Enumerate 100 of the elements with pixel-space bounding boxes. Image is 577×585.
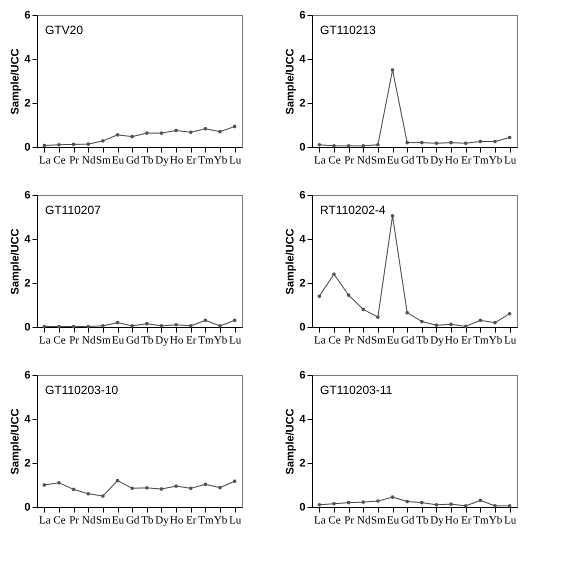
x-tick-label: Ce [53, 514, 66, 526]
point [174, 323, 178, 327]
y-tick-label: 0 [299, 142, 306, 154]
x-tick-label: Ho [170, 334, 184, 346]
x-tick-label: Ho [444, 154, 459, 166]
point [72, 142, 76, 146]
point [232, 318, 236, 322]
y-axis-title: Sample/UCC [9, 228, 22, 295]
y-axis-title: Sample/UCC [284, 228, 296, 295]
x-tick-label: Gd [126, 514, 140, 526]
x-tick-label: Tm [473, 154, 489, 166]
x-tick-label: Eu [112, 334, 125, 346]
point [232, 124, 236, 128]
x-tick-label: Ce [328, 514, 341, 526]
x-tick-label: Sm [96, 334, 112, 346]
point [405, 140, 409, 144]
point [145, 486, 149, 490]
y-tick-label: 6 [24, 370, 30, 382]
y-tick-label: 2 [299, 278, 306, 290]
point [218, 130, 222, 134]
point [405, 310, 409, 314]
y-tick-label: 4 [24, 414, 32, 426]
x-tick-label: Pr [69, 154, 80, 166]
x-tick-label: Tm [473, 514, 489, 526]
y-tick-label: 2 [24, 458, 30, 470]
x-tick-label: Ho [444, 334, 459, 346]
point [434, 142, 438, 145]
x-tick-label: Tm [198, 514, 214, 526]
x-tick-label: Lu [229, 334, 242, 346]
point [493, 320, 497, 324]
point [160, 487, 164, 491]
point [434, 324, 438, 327]
x-tick-label: Lu [504, 334, 517, 346]
x-tick-label: Er [461, 514, 472, 526]
y-tick-label: 6 [24, 190, 30, 202]
text: GT110207 [45, 203, 102, 217]
point [449, 322, 453, 326]
point [346, 293, 350, 297]
point [42, 483, 46, 487]
x-tick-label: Yb [488, 154, 503, 166]
point [218, 486, 222, 490]
x-tick-label: Sm [96, 514, 112, 526]
point [101, 139, 105, 143]
x-tick-label: Tb [416, 514, 429, 526]
point [130, 134, 134, 138]
x-tick-label: Gd [126, 334, 140, 346]
y-tick-label: 0 [24, 322, 30, 334]
y-axis-title: Sample/UCC [9, 408, 22, 475]
y-tick-label: 2 [24, 278, 30, 290]
x-tick-label: Pr [344, 154, 354, 166]
x-tick-label: Sm [371, 514, 386, 526]
point [508, 136, 512, 140]
point [449, 140, 453, 144]
y-tick-label: 0 [299, 502, 306, 514]
text: GT110213 [320, 23, 376, 37]
x-tick-label: Lu [504, 514, 517, 526]
point [86, 142, 90, 146]
point [204, 127, 208, 130]
point [145, 322, 149, 326]
y-tick-label: 0 [299, 322, 306, 334]
y-tick-label: 2 [299, 458, 306, 470]
x-tick-label: Ce [328, 334, 341, 346]
x-tick-label: La [314, 334, 326, 346]
x-tick-label: La [39, 334, 51, 346]
point [390, 214, 394, 218]
point [508, 312, 512, 316]
point [332, 144, 336, 148]
x-tick-label: La [39, 154, 51, 166]
x-tick-label: Eu [386, 514, 400, 526]
x-tick-label: Pr [344, 514, 354, 526]
x-tick-label: Eu [112, 154, 125, 166]
x-tick-label: Gd [126, 154, 140, 166]
y-tick-label: 2 [24, 98, 30, 110]
x-tick-label: Ce [53, 334, 66, 346]
point [189, 130, 192, 134]
point [130, 324, 134, 328]
y-axis-title: Sample/UCC [9, 48, 22, 115]
x-tick-label: Tb [141, 334, 154, 346]
point [145, 131, 149, 135]
x-tick-label: Yb [214, 514, 228, 526]
point [42, 144, 46, 148]
y-tick-label: 2 [299, 98, 306, 110]
x-tick-label: Nd [82, 334, 96, 346]
x-tick-label: La [314, 514, 326, 526]
y-tick-label: 0 [24, 142, 30, 154]
point [72, 488, 76, 492]
x-tick-label: Er [186, 514, 197, 526]
point [116, 478, 120, 482]
x-tick-label: Er [186, 334, 197, 346]
point [116, 320, 120, 324]
x-tick-label: Ce [328, 154, 341, 166]
x-tick-label: Nd [82, 154, 96, 166]
x-tick-label: Nd [357, 154, 371, 166]
point [390, 68, 394, 72]
point [493, 140, 497, 144]
point [318, 143, 322, 147]
text: GT110203-10 [45, 383, 118, 397]
x-tick-label: Nd [357, 334, 371, 346]
point [57, 324, 61, 328]
y-tick-label: 4 [24, 54, 32, 66]
